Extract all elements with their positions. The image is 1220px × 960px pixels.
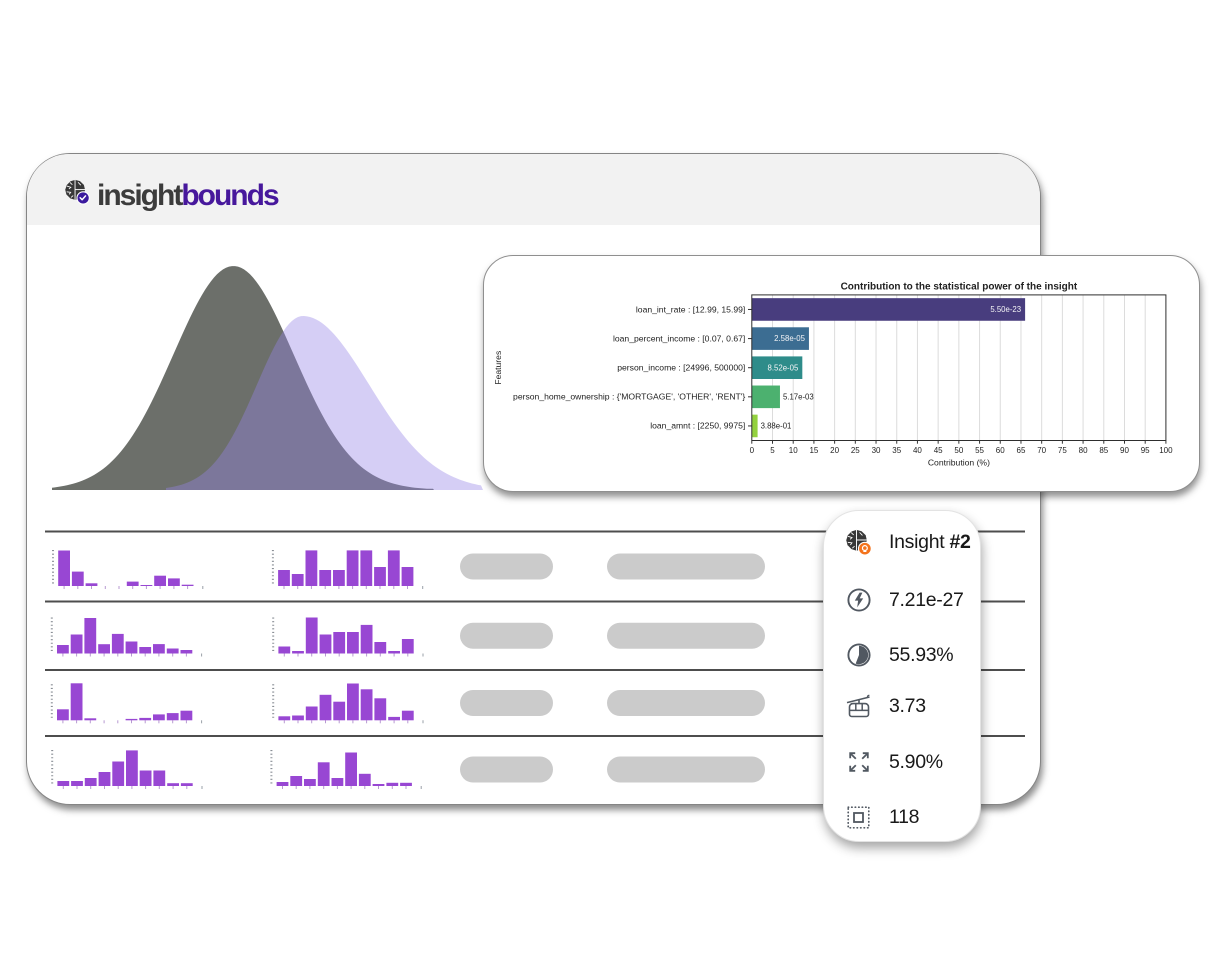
svg-text:60: 60 (996, 446, 1005, 455)
svg-text:loan_amnt : [2250, 9975]: loan_amnt : [2250, 9975] (650, 421, 745, 431)
svg-text:90: 90 (1120, 446, 1129, 455)
svg-text:5: 5 (770, 446, 775, 455)
svg-text:40: 40 (913, 446, 922, 455)
svg-text:Contribution to the statistica: Contribution to the statistical power of… (841, 282, 1078, 293)
svg-text:30: 30 (872, 446, 881, 455)
svg-text:5.17e-03: 5.17e-03 (783, 392, 814, 401)
svg-text:70: 70 (1037, 446, 1046, 455)
svg-text:5.50e-23: 5.50e-23 (990, 305, 1021, 314)
svg-text:loan_percent_income : [0.07, 0: loan_percent_income : [0.07, 0.67] (613, 333, 745, 343)
svg-text:person_home_ownership : {'MORT: person_home_ownership : {'MORTGAGE', 'OT… (513, 392, 745, 402)
svg-text:Features: Features (493, 351, 503, 385)
svg-text:person_income : [24996, 500000: person_income : [24996, 500000] (617, 363, 745, 373)
svg-text:55: 55 (975, 446, 984, 455)
svg-text:25: 25 (851, 446, 860, 455)
svg-text:85: 85 (1099, 446, 1108, 455)
svg-text:8.52e-05: 8.52e-05 (768, 363, 799, 372)
svg-text:Contribution (%): Contribution (%) (928, 458, 990, 468)
svg-text:75: 75 (1058, 446, 1067, 455)
svg-text:95: 95 (1141, 446, 1150, 455)
svg-text:0: 0 (750, 446, 755, 455)
svg-text:80: 80 (1079, 446, 1088, 455)
svg-text:50: 50 (954, 446, 963, 455)
svg-text:20: 20 (830, 446, 839, 455)
svg-text:35: 35 (892, 446, 901, 455)
svg-text:loan_int_rate : [12.99, 15.99]: loan_int_rate : [12.99, 15.99] (636, 304, 745, 314)
svg-text:2.58e-05: 2.58e-05 (774, 334, 805, 343)
svg-text:45: 45 (934, 446, 943, 455)
svg-text:15: 15 (809, 446, 818, 455)
svg-text:65: 65 (1017, 446, 1026, 455)
svg-text:3.88e-01: 3.88e-01 (761, 422, 792, 431)
svg-text:100: 100 (1159, 446, 1173, 455)
svg-text:10: 10 (789, 446, 798, 455)
